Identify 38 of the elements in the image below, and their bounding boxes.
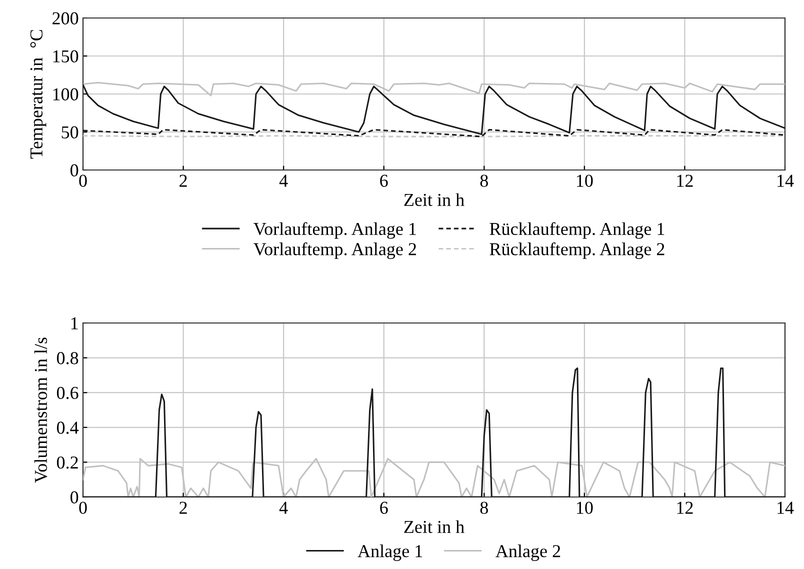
legend-label: Anlage 2: [496, 544, 560, 561]
legend-label: Anlage 1: [358, 544, 422, 561]
y-tick-label: 200: [52, 12, 78, 24]
y-tick-label: 0: [70, 491, 78, 504]
x-axis-title: Zeit in h: [404, 520, 464, 534]
x-tick-label: 0: [79, 174, 87, 187]
legend-label: Vorlauftemp. Anlage 1: [254, 222, 416, 239]
x-axis-title: Zeit in h: [404, 193, 464, 206]
legend-label: Vorlauftemp. Anlage 2: [254, 242, 416, 259]
x-tick-label: 12: [677, 502, 693, 514]
line-series: [83, 84, 785, 136]
x-tick-label: 4: [279, 502, 288, 514]
x-tick-label: 2: [180, 502, 187, 514]
x-tick-label: 4: [279, 174, 288, 187]
x-tick-label: 8: [480, 502, 488, 514]
x-tick-label: 10: [576, 174, 593, 187]
y-tick-label: 0.2: [56, 456, 78, 469]
x-tick-label: 14: [778, 174, 794, 187]
y-tick-label: 0.8: [56, 352, 78, 364]
y-tick-label: 50: [62, 126, 78, 138]
x-tick-label: 14: [778, 502, 794, 514]
x-tick-label: 6: [380, 174, 388, 187]
y-tick-label: 150: [53, 50, 78, 62]
y-tick-label: 100: [53, 88, 78, 100]
legend-label: Rücklauftemp. Anlage 1: [490, 222, 664, 239]
x-tick-label: 0: [79, 502, 87, 514]
x-tick-label: 2: [180, 174, 187, 187]
y-tick-label: 1: [71, 317, 78, 330]
x-tick-label: 10: [576, 502, 593, 514]
x-tick-label: 12: [677, 174, 693, 187]
x-tick-label: 8: [480, 174, 488, 187]
y-axis-title: Temperatur in °C: [30, 30, 46, 159]
y-tick-label: 0: [70, 164, 78, 176]
y-axis-title: Volumenstrom in l/s: [34, 338, 48, 483]
y-tick-label: 0.4: [56, 422, 79, 434]
legend-label: Rücklauftemp. Anlage 2: [490, 242, 664, 259]
x-tick-label: 6: [380, 502, 388, 514]
y-tick-label: 0.6: [56, 386, 78, 400]
